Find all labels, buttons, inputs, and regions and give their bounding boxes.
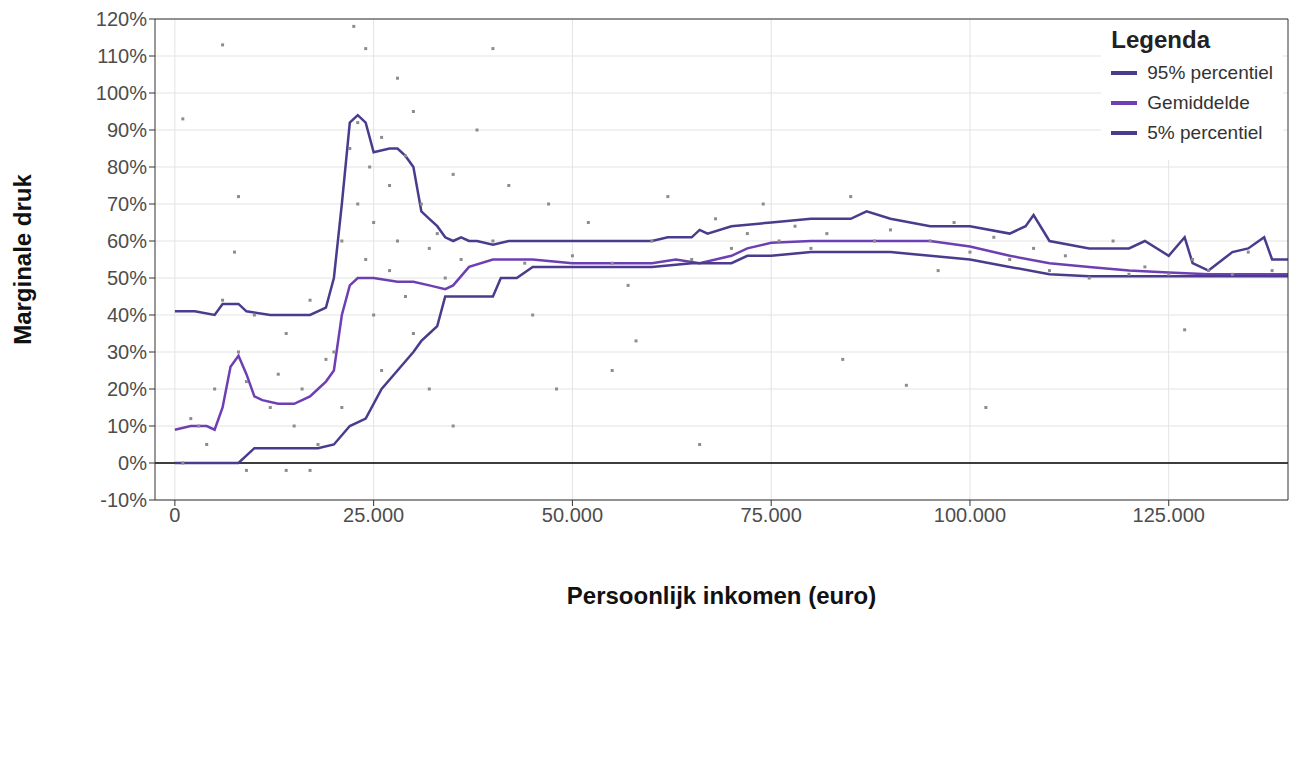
html-text:Legenda: Legenda (1111, 26, 1210, 53)
html-text:95% percentiel: 95% percentiel (1147, 62, 1273, 83)
svg-text:100.000: 100.000 (934, 504, 1006, 526)
svg-text:Persoonlijk inkomen (euro): Persoonlijk inkomen (euro) (567, 582, 876, 609)
svg-text:Marginale druk: Marginale druk (9, 174, 36, 345)
svg-text:110%: 110% (97, 45, 147, 67)
svg-text:75.000: 75.000 (741, 504, 802, 526)
svg-text:0%: 0% (118, 452, 147, 474)
svg-text:80%: 80% (107, 156, 147, 178)
svg-text:10%: 10% (107, 415, 147, 437)
svg-text:90%: 90% (107, 119, 147, 141)
svg-text:50%: 50% (107, 267, 147, 289)
svg-text:-10%: -10% (100, 489, 147, 511)
svg-text:0: 0 (169, 504, 180, 526)
svg-text:100%: 100% (96, 82, 147, 104)
svg-text:120%: 120% (96, 8, 147, 30)
svg-text:25.000: 25.000 (343, 504, 404, 526)
svg-text:70%: 70% (107, 193, 147, 215)
html-text:5% percentiel: 5% percentiel (1147, 122, 1263, 143)
svg-text:20%: 20% (107, 378, 147, 400)
html-text:Gemiddelde: Gemiddelde (1147, 92, 1250, 113)
svg-text:40%: 40% (107, 304, 147, 326)
svg-text:60%: 60% (107, 230, 147, 252)
svg-text:50.000: 50.000 (542, 504, 603, 526)
svg-text:125.000: 125.000 (1133, 504, 1205, 526)
svg-text:30%: 30% (107, 341, 147, 363)
